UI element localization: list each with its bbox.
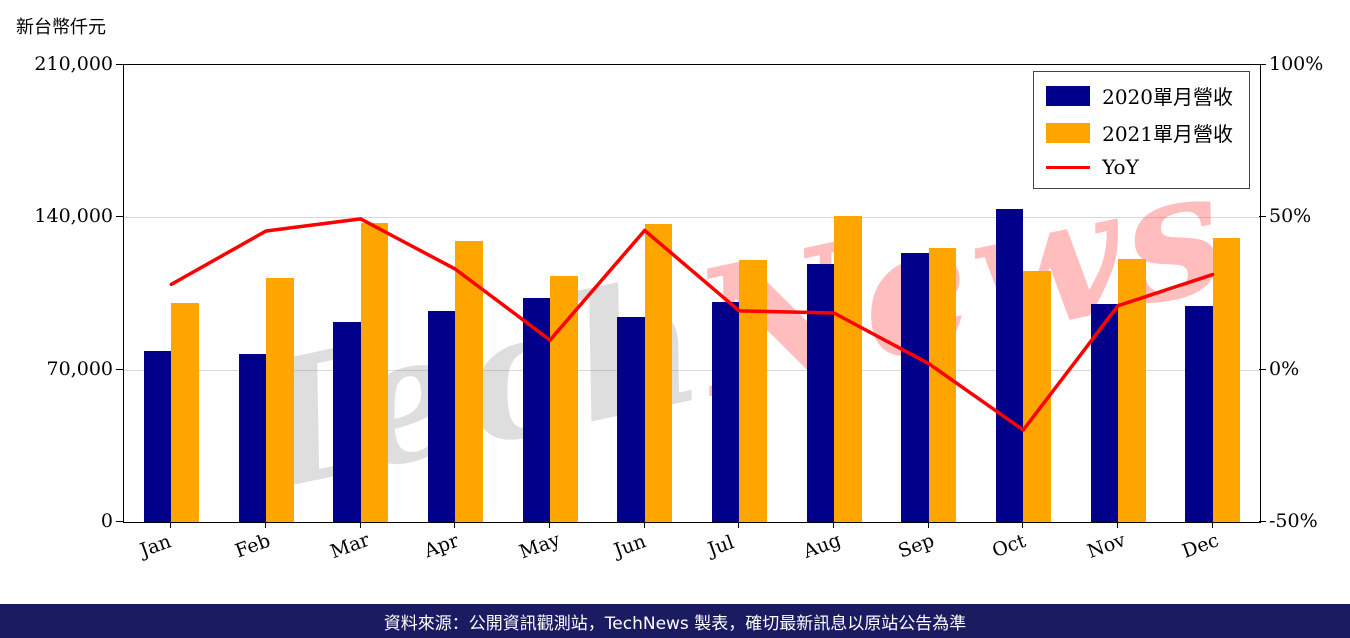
plot-area: TechNews 2020單月營收 2021單月營收 YoY [123, 64, 1261, 523]
right-axis-tick-mark [1259, 64, 1266, 65]
bar-2021-sep [928, 247, 957, 522]
x-axis-tick-mark [1211, 522, 1213, 528]
right-axis-tick-mark [1259, 216, 1266, 218]
footer-bar: 資料來源：公開資訊觀測站，TechNews 製表，確切最新訊息以原站公告為準 [0, 604, 1350, 638]
left-axis-tick-label: 0 [100, 510, 113, 532]
x-axis-tick-label: Jul [705, 531, 738, 561]
right-axis-tick-mark [1259, 368, 1266, 370]
x-axis-tick-mark [454, 522, 456, 528]
legend-item-yoy: YoY [1046, 155, 1233, 179]
right-axis-tick-label: 100% [1269, 53, 1324, 75]
x-axis-tick-mark [1117, 522, 1118, 528]
bar-2020-oct [995, 208, 1024, 522]
yoy-line [169, 217, 1215, 432]
x-axis-tick-mark [833, 522, 834, 528]
x-axis-tick-label: Nov [1084, 529, 1129, 563]
yoy-line-layer [169, 217, 1215, 432]
x-axis-tick-label: Feb [232, 529, 274, 563]
bar-2021-jan [171, 303, 199, 522]
legend-swatch-2021 [1046, 122, 1091, 143]
legend-label-yoy: YoY [1102, 155, 1139, 179]
right-axis-tick-mark [1259, 521, 1266, 522]
left-axis-tick-mark [116, 521, 123, 522]
bar-2020-apr [427, 310, 456, 522]
bar-2020-nov [1090, 304, 1118, 522]
bar-2021-may [550, 276, 578, 522]
legend: 2020單月營收 2021單月營收 YoY [1033, 71, 1250, 189]
bar-2020-mar [333, 321, 361, 522]
x-axis-tick-mark [1022, 522, 1024, 528]
legend-item-2021: 2021單月營收 [1046, 118, 1233, 147]
bar-2020-dec [1185, 305, 1213, 522]
x-axis-tick-mark [927, 522, 929, 528]
x-axis-tick-mark [170, 522, 172, 528]
bar-2020-sep [901, 253, 929, 522]
x-axis-tick-mark [738, 522, 740, 528]
x-axis-tick-label: Apr [421, 529, 462, 563]
bar-2021-feb [266, 278, 294, 522]
legend-item-2020: 2020單月營收 [1046, 81, 1233, 110]
x-axis-tick-mark [643, 522, 645, 528]
left-axis-tick-mark [116, 64, 123, 65]
gridline [124, 369, 1260, 371]
bar-2020-aug [806, 264, 834, 522]
left-axis-tick-label: 140,000 [34, 205, 113, 228]
x-axis-tick-mark [359, 522, 361, 528]
footer-text: 資料來源：公開資訊觀測站，TechNews 製表，確切最新訊息以原站公告為準 [383, 613, 967, 634]
x-axis-tick-label: Jan [137, 530, 175, 562]
bar-2021-dec [1212, 238, 1241, 522]
bar-2020-feb [238, 354, 266, 522]
x-axis-tick-label: Sep [895, 529, 937, 563]
left-axis-tick-mark [116, 368, 123, 370]
gridline [124, 217, 1260, 219]
right-axis-tick-label: 50% [1269, 205, 1312, 228]
bar-2021-jul [739, 259, 767, 522]
bar-2020-jul [711, 302, 740, 522]
x-axis-tick-label: Mar [327, 528, 373, 564]
bar-2021-jun [644, 223, 673, 522]
bar-2021-oct [1023, 270, 1051, 522]
bar-2020-jan [143, 351, 172, 522]
legend-line-swatch-yoy [1046, 165, 1091, 169]
bar-2021-mar [360, 222, 389, 522]
x-axis-tick-label: Dec [1179, 529, 1222, 563]
x-axis-tick-mark [265, 522, 266, 528]
right-axis-tick-label: -50% [1269, 510, 1318, 532]
x-axis-tick-label: Jun [610, 530, 649, 562]
legend-label-2021: 2021單月營收 [1102, 122, 1233, 146]
legend-label-2020: 2020單月營收 [1102, 85, 1233, 109]
legend-swatch-2020 [1046, 85, 1091, 106]
x-axis-tick-label: May [516, 528, 564, 564]
left-axis-tick-mark [116, 216, 123, 218]
x-axis-tick-label: Aug [800, 529, 844, 563]
left-axis-tick-label: 70,000 [46, 357, 113, 380]
bar-2020-jun [617, 317, 645, 522]
left-axis-tick-label: 210,000 [34, 53, 113, 75]
x-axis-tick-mark [549, 522, 550, 528]
bar-2021-aug [834, 216, 862, 522]
y-axis-title: 新台幣仟元 [16, 17, 106, 38]
right-axis-tick-label: 0% [1269, 357, 1300, 380]
x-axis-tick-label: Oct [989, 529, 1029, 563]
